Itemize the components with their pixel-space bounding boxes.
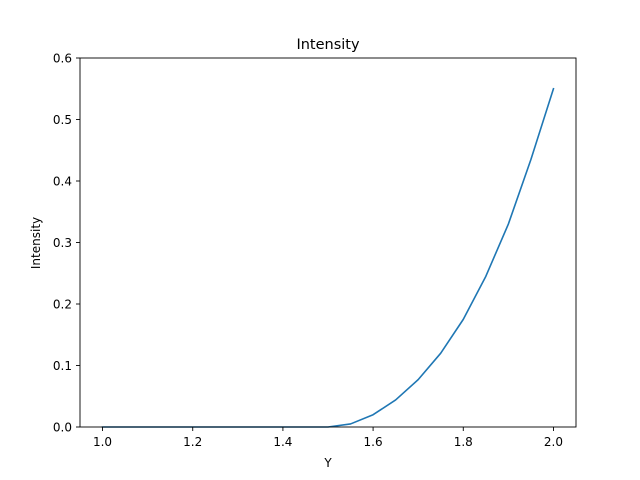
x-tick-label: 2.0	[544, 435, 563, 449]
y-tick-label: 0.4	[53, 175, 72, 189]
x-axis-label: Y	[323, 456, 332, 470]
x-tick-label: 1.8	[454, 435, 473, 449]
y-axis-label: Intensity	[29, 217, 43, 269]
y-tick-label: 0.3	[53, 236, 72, 250]
y-tick-label: 0.0	[53, 421, 72, 435]
x-tick-label: 1.4	[273, 435, 292, 449]
plot-area: 1.0 1.2 1.4 1.6 1.8 2.0 0.0 0.1 0.2 0.3 0.4 0.5 0.6	[53, 52, 577, 449]
y-tick-label: 0.6	[53, 52, 72, 66]
y-tick-label: 0.5	[53, 113, 72, 127]
chart-title: Intensity	[296, 37, 360, 53]
x-tick-label: 1.6	[364, 435, 383, 449]
y-tick-label: 0.2	[53, 298, 72, 312]
x-tick-label: 1.2	[183, 435, 202, 449]
y-tick-label: 0.1	[53, 359, 72, 373]
x-tick-label: 1.0	[93, 435, 112, 449]
